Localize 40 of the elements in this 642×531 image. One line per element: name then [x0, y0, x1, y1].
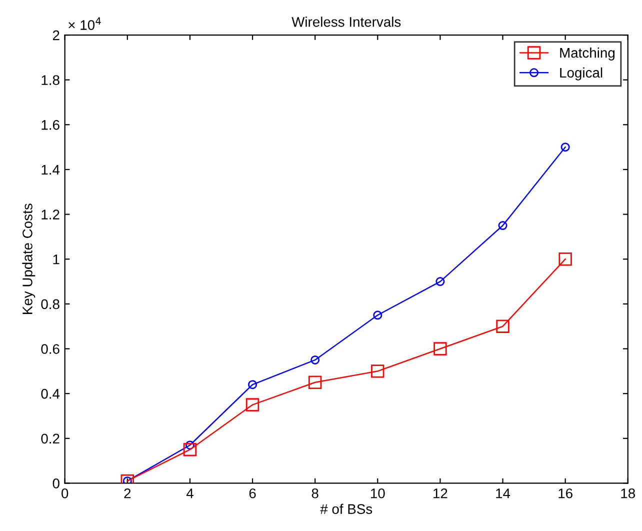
y-tick-label: 0.2 — [41, 434, 60, 444]
x-tick-label: 2 — [124, 488, 131, 498]
x-tick-label: 4 — [186, 488, 194, 498]
x-tick-label: 10 — [370, 488, 385, 498]
point — [498, 221, 508, 230]
point — [183, 443, 197, 456]
y-tick-label: 0.6 — [41, 344, 60, 354]
point — [560, 142, 570, 152]
point — [434, 342, 447, 356]
x-tick-label: 0 — [62, 488, 68, 498]
y-tick-label: 1.8 — [42, 75, 60, 86]
x-tick-label: 16 — [558, 488, 572, 498]
point — [373, 310, 382, 320]
chart-title: Wireless Intervals — [292, 16, 401, 27]
y-tick-label: 1.2 — [42, 210, 60, 220]
x-tick-label: 14 — [496, 488, 510, 498]
x-tick-label: 18 — [621, 488, 635, 498]
point — [371, 364, 384, 378]
point — [558, 252, 572, 266]
y-tick-label: 1 — [53, 254, 60, 264]
legend-label: Logical — [560, 67, 602, 80]
y-tick-label: 0 — [52, 478, 60, 488]
y-tick-label: 2 — [52, 30, 60, 40]
point — [308, 376, 322, 389]
point — [310, 355, 320, 364]
x-axis-title: # of BSs — [320, 504, 372, 514]
y-tick-label: 1.4 — [42, 164, 60, 175]
point — [248, 380, 258, 390]
y-tick-label: 1.6 — [42, 120, 60, 130]
point — [436, 277, 445, 286]
x-tick-label: 12 — [434, 488, 448, 498]
point — [496, 320, 510, 333]
text: × 10$^{4}$ — [68, 17, 101, 30]
legend-label: Matching — [560, 48, 614, 60]
y-axis-title: Key Update Costs — [22, 204, 36, 314]
x-tick-label: 6 — [249, 488, 256, 498]
point — [246, 398, 260, 412]
y-tick-label: 0.8 — [41, 299, 60, 310]
x-tick-label: 8 — [312, 488, 318, 498]
y-tick-label: 0.4 — [41, 388, 60, 399]
